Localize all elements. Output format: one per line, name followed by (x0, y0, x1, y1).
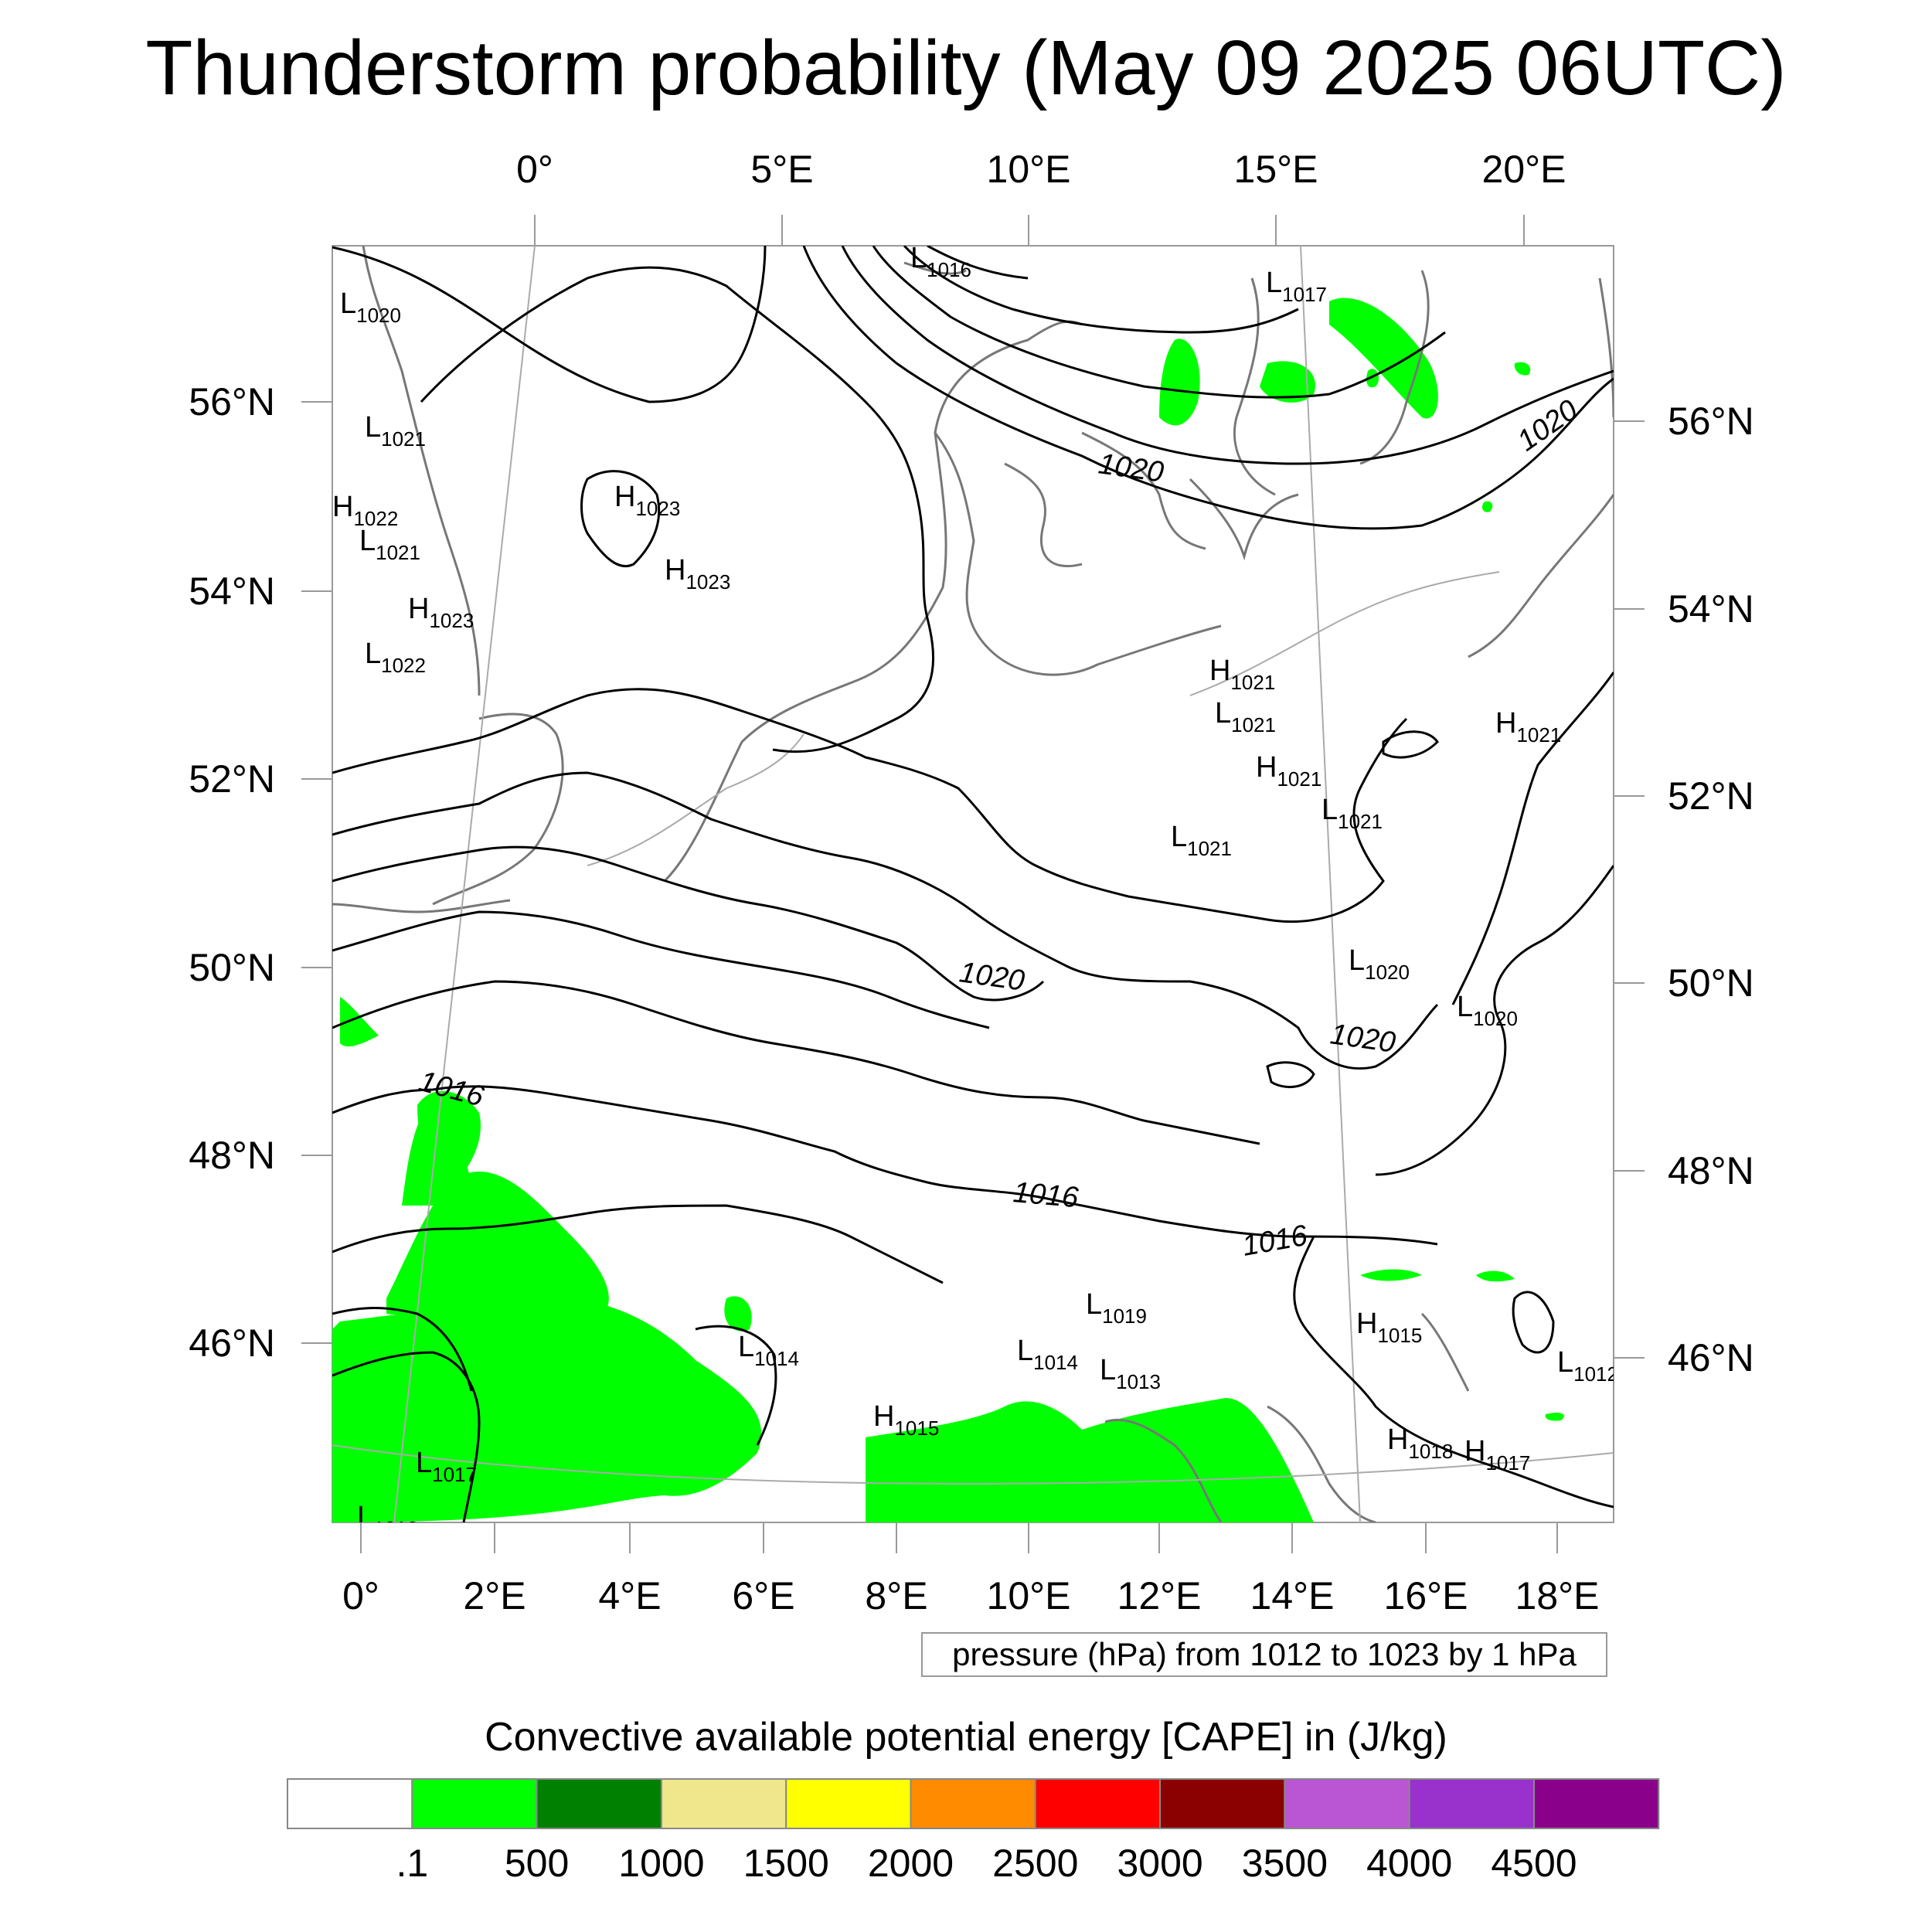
colorbar-swatch (1034, 1778, 1162, 1829)
top-lon-label: 5°E (750, 148, 813, 191)
pressure-center-label: H1021 (1495, 707, 1561, 747)
colorbar: .1 500 1000 1500 2000 2500 3000 3500 4000 4500 (287, 1778, 1660, 1885)
pressure-center-label: L1016 (910, 242, 971, 281)
colorbar-tick-label: 500 (505, 1842, 569, 1885)
bottom-lon-label: 0° (342, 1574, 379, 1617)
pressure-center-label: H1017 (1464, 1435, 1530, 1475)
chart-title: Thunderstorm probability (May 09 2025 06… (145, 25, 1787, 111)
colorbar-tick-label: 2000 (868, 1842, 954, 1885)
pressure-center-label: H1018 (1387, 1423, 1453, 1463)
colorbar-swatch (1408, 1778, 1535, 1829)
axis-labels: 0° 5°E 10°E 15°E 20°E 0° 2°E 4°E 6°E 8°E… (189, 148, 1753, 1617)
colorbar-swatches (287, 1778, 1660, 1829)
colorbar-tick-label: 2500 (992, 1842, 1078, 1885)
bottom-lon-label: 18°E (1515, 1574, 1600, 1617)
pressure-center-label: L1020 (340, 287, 401, 327)
colorbar-swatch (1159, 1778, 1286, 1829)
colorbar-tick-label: 4000 (1366, 1842, 1452, 1885)
colorbar-title: Convective available potential energy [C… (485, 1715, 1447, 1760)
bottom-lon-label: 4°E (598, 1574, 661, 1617)
right-lat-label: 56°N (1668, 400, 1754, 443)
left-lat-label: 52°N (189, 757, 275, 801)
left-lat-label: 56°N (189, 380, 275, 423)
colorbar-tick-label: 1500 (743, 1842, 829, 1885)
top-lon-label: 0° (516, 148, 553, 191)
pressure-center-label: L1012 (357, 1501, 418, 1540)
bottom-lon-label: 16°E (1384, 1574, 1468, 1617)
colorbar-tick-label: 3000 (1117, 1842, 1202, 1885)
pressure-center-label: L1017 (1266, 267, 1327, 306)
isobars (332, 246, 1614, 1522)
bottom-lon-label: 6°E (732, 1574, 794, 1617)
colorbar-swatch (785, 1778, 912, 1829)
pressure-info-box: pressure (hPa) from 1012 to 1023 by 1 hP… (921, 1632, 1607, 1677)
pressure-center-labels: L1016L1020L1017L1021H1022L1021H1023H1023… (332, 242, 1618, 1540)
right-lat-label: 46°N (1668, 1336, 1754, 1379)
pressure-center-label: H1015 (873, 1400, 939, 1440)
bottom-lon-label: 14°E (1250, 1574, 1335, 1617)
pressure-center-label: L1021 (1215, 697, 1276, 736)
graticule-lines (332, 246, 1614, 1522)
pressure-center-label: H1021 (1256, 751, 1321, 791)
pressure-center-label: L1014 (738, 1331, 799, 1370)
pressure-center-label: H1023 (408, 593, 474, 632)
pressure-center-label: L1013 (1100, 1354, 1161, 1393)
colorbar-tick-labels: .1 500 1000 1500 2000 2500 3000 3500 4000 4500 (396, 1842, 1577, 1885)
pressure-center-label: H1023 (614, 481, 680, 520)
pressure-center-label: H1021 (1209, 655, 1275, 694)
bottom-lon-label: 2°E (463, 1574, 526, 1617)
colorbar-swatch (536, 1778, 662, 1829)
pressure-center-label: H1023 (665, 554, 730, 594)
colorbar-swatch (287, 1778, 413, 1829)
colorbar-tick-label: 4500 (1491, 1842, 1577, 1885)
pressure-center-label: L1020 (1349, 944, 1410, 984)
bottom-lon-label: 12°E (1117, 1574, 1202, 1617)
top-lon-label: 10°E (987, 148, 1071, 191)
pressure-center-label: L1021 (359, 525, 420, 564)
coastlines (332, 246, 1614, 1522)
left-lat-label: 54°N (189, 570, 275, 613)
pressure-center-label: L1012 (1557, 1346, 1618, 1386)
axis-ticks (301, 215, 1645, 1553)
colorbar-swatch (910, 1778, 1036, 1829)
pressure-center-label: L1020 (1457, 991, 1518, 1030)
colorbar-tick-label: 3500 (1242, 1842, 1328, 1885)
bottom-lon-label: 8°E (865, 1574, 927, 1617)
right-lat-label: 48°N (1668, 1149, 1754, 1192)
pressure-center-label: L1021 (1171, 821, 1232, 860)
left-lat-label: 50°N (189, 946, 275, 989)
pressure-center-label: H1015 (1356, 1308, 1422, 1347)
colorbar-swatch (1284, 1778, 1410, 1829)
pressure-center-label: L1021 (1321, 794, 1383, 833)
colorbar-swatch (411, 1778, 538, 1829)
right-lat-label: 52°N (1668, 774, 1754, 818)
left-lat-label: 46°N (189, 1321, 275, 1365)
bottom-lon-label: 10°E (987, 1574, 1071, 1617)
pressure-center-label: L1022 (365, 638, 426, 677)
right-lat-label: 54°N (1668, 587, 1754, 631)
right-lat-label: 50°N (1668, 961, 1754, 1005)
top-lon-label: 15°E (1234, 148, 1318, 191)
colorbar-swatch (660, 1778, 787, 1829)
top-lon-label: 20°E (1482, 148, 1566, 191)
left-lat-label: 48°N (189, 1134, 275, 1177)
isobar-label: 1016 (1012, 1176, 1080, 1214)
colorbar-swatch (1533, 1778, 1660, 1829)
pressure-center-label: L1019 (1086, 1288, 1147, 1328)
pressure-center-label: H1022 (332, 491, 398, 530)
pressure-center-label: L1017 (416, 1447, 477, 1486)
pressure-center-label: L1014 (1017, 1335, 1078, 1374)
cape-shading (332, 298, 1564, 1522)
pressure-center-label: L1021 (365, 411, 426, 451)
colorbar-tick-label: .1 (396, 1842, 428, 1885)
colorbar-tick-label: 1000 (618, 1842, 704, 1885)
